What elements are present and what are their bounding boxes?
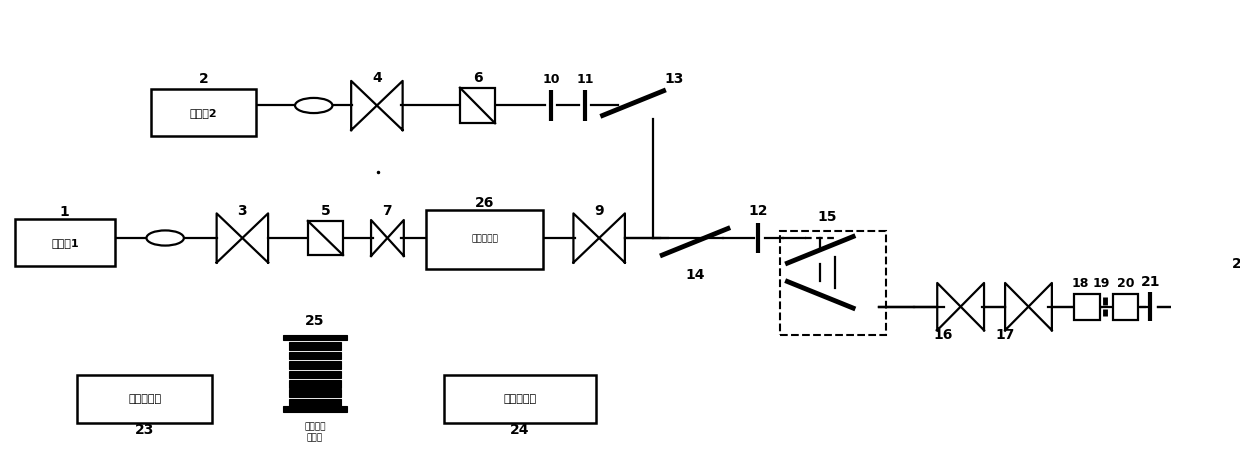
- Text: 10: 10: [542, 73, 560, 86]
- Text: 5: 5: [321, 204, 330, 218]
- Bar: [1199, 277, 1240, 336]
- Text: 3: 3: [238, 204, 247, 218]
- Bar: [15, 219, 115, 267]
- Text: 25: 25: [305, 314, 325, 328]
- Bar: [289, 399, 341, 407]
- Text: 16: 16: [934, 328, 952, 342]
- Bar: [289, 380, 341, 387]
- Text: 12: 12: [749, 204, 768, 218]
- Text: 激光器1: 激光器1: [51, 238, 79, 248]
- Circle shape: [146, 230, 184, 246]
- Text: 14: 14: [686, 268, 704, 282]
- Bar: [151, 89, 257, 136]
- Text: 7: 7: [383, 204, 392, 218]
- Text: 15: 15: [817, 210, 837, 224]
- Bar: [283, 407, 347, 412]
- Text: 光电探
测器: 光电探 测器: [1234, 297, 1240, 317]
- Bar: [289, 370, 341, 378]
- Text: 17: 17: [996, 328, 1014, 342]
- Text: 22: 22: [1231, 257, 1240, 271]
- Bar: [308, 221, 343, 255]
- Bar: [1112, 294, 1138, 319]
- Text: 21: 21: [1141, 275, 1159, 289]
- Text: 采集卡和
计算机: 采集卡和 计算机: [304, 423, 326, 442]
- Text: 26: 26: [475, 196, 495, 209]
- Text: 18: 18: [1071, 278, 1089, 290]
- Bar: [283, 335, 347, 340]
- Text: 20: 20: [1117, 278, 1135, 290]
- Bar: [427, 209, 543, 269]
- Bar: [444, 375, 595, 423]
- Text: 2: 2: [198, 72, 208, 87]
- Circle shape: [295, 98, 332, 113]
- Bar: [289, 389, 341, 397]
- Text: 24: 24: [510, 423, 529, 436]
- Text: 23: 23: [134, 423, 154, 436]
- Bar: [77, 375, 212, 423]
- Bar: [460, 88, 495, 123]
- Bar: [1074, 294, 1100, 319]
- Text: 19: 19: [1092, 278, 1110, 290]
- Text: 11: 11: [577, 73, 594, 86]
- Text: 13: 13: [665, 72, 683, 87]
- Text: 信号发生器: 信号发生器: [128, 394, 161, 404]
- Text: 6: 6: [472, 71, 482, 85]
- Text: 1: 1: [60, 205, 69, 219]
- Bar: [289, 342, 341, 350]
- Text: 4: 4: [372, 71, 382, 85]
- Bar: [780, 231, 885, 335]
- Text: 9: 9: [594, 204, 604, 218]
- Bar: [289, 352, 341, 359]
- Text: 激光器2: 激光器2: [190, 108, 217, 118]
- Text: 锁相放大器: 锁相放大器: [503, 394, 536, 404]
- Bar: [289, 361, 341, 368]
- Text: 声光调制器: 声光调制器: [471, 235, 498, 244]
